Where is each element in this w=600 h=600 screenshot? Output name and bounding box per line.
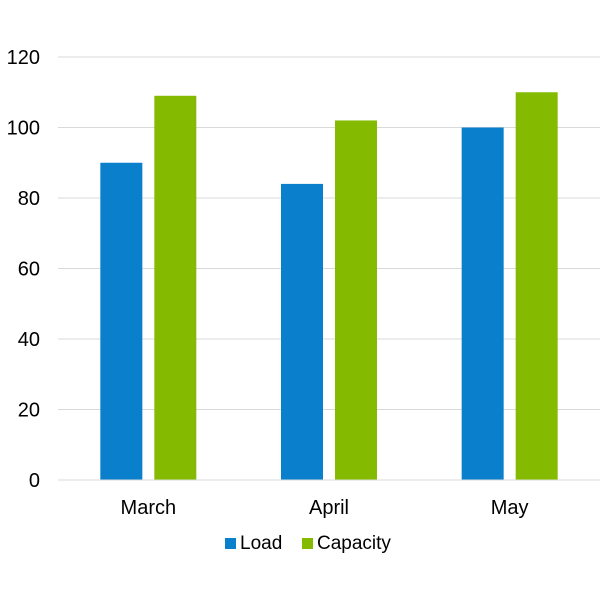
legend-item-capacity: Capacity [302, 533, 391, 554]
legend-item-load: Load [225, 533, 282, 554]
x-tick-label: May [491, 497, 529, 519]
bar-capacity-may [515, 92, 558, 480]
legend-swatch [302, 538, 313, 549]
y-tick-label: 0 [29, 470, 40, 492]
bar-load-march [100, 162, 143, 480]
legend-label: Load [240, 533, 282, 554]
gridlines [58, 56, 600, 410]
bar-load-may [461, 127, 504, 480]
y-tick-label: 20 [18, 400, 40, 422]
y-tick-label: 80 [18, 188, 40, 210]
bar-capacity-march [154, 95, 197, 481]
y-tick-label: 60 [18, 259, 40, 281]
y-tick-label: 100 [7, 118, 40, 140]
x-tick-label: April [309, 497, 349, 519]
legend: Load Capacity [225, 533, 391, 554]
legend-label: Capacity [317, 533, 391, 554]
bar-capacity-april [335, 120, 377, 480]
x-tick-label: March [121, 497, 177, 519]
y-tick-label: 40 [18, 329, 40, 351]
bar-load-april [281, 183, 323, 480]
y-axis-ticks: 0 20 40 60 80 100 120 [7, 47, 40, 492]
y-tick-label: 120 [7, 47, 40, 69]
x-axis-ticks: March April May [121, 497, 529, 519]
legend-swatch [225, 538, 236, 549]
bars [100, 92, 558, 481]
